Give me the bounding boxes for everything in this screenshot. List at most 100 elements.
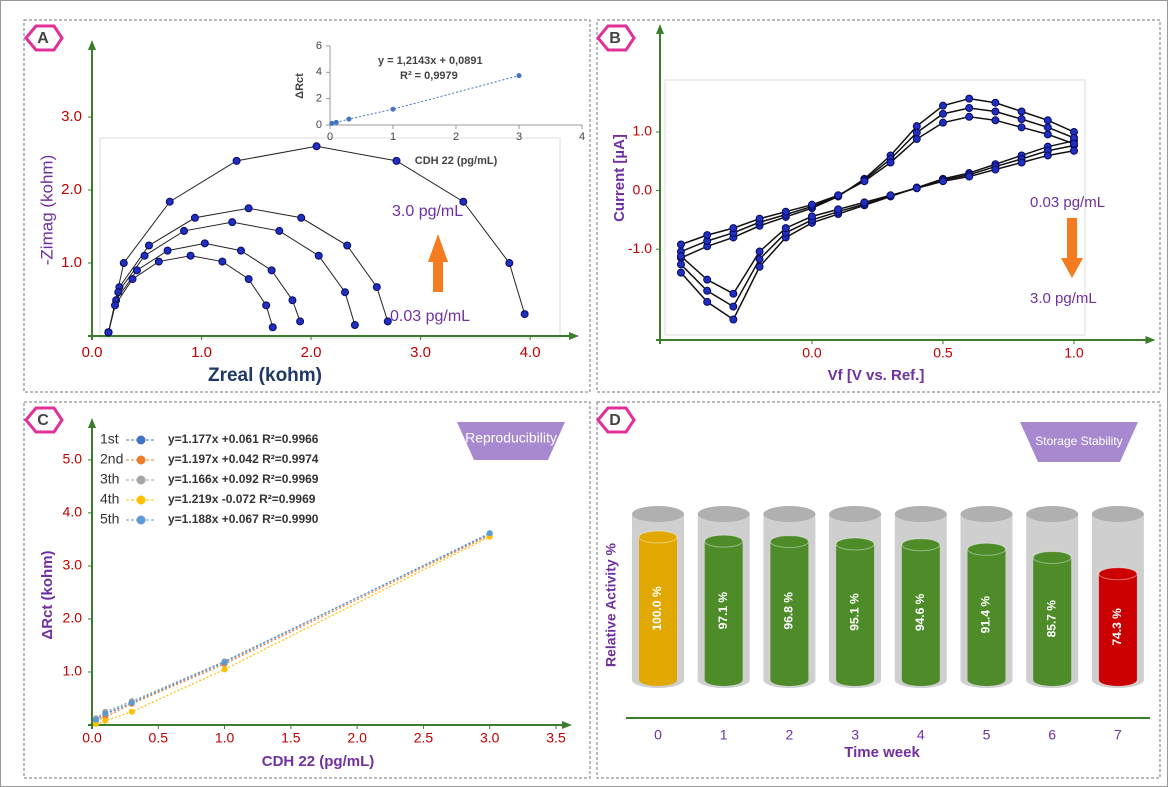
data-point: [1070, 140, 1077, 147]
y-tick-label: 3.0: [61, 108, 82, 125]
x-tick-label: 1: [720, 727, 728, 743]
value-label: 95.1 %: [847, 593, 861, 631]
data-point: [835, 206, 842, 213]
x-tick-label: 1: [390, 131, 396, 143]
x-tick-label: 2.0: [347, 730, 367, 746]
cylinder-back-top: [698, 506, 750, 522]
annotation: 0.03 pg/mL: [1030, 194, 1105, 211]
data-point: [1044, 152, 1051, 159]
x-tick-label: 3.0: [410, 344, 431, 361]
bar-bottom: [968, 674, 1006, 686]
data-point: [298, 214, 305, 221]
bar-top: [1099, 568, 1137, 580]
data-point: [782, 225, 789, 232]
data-point: [346, 117, 351, 122]
x-tick-label: 1.0: [1064, 345, 1084, 361]
data-point: [704, 287, 711, 294]
data-point: [1018, 159, 1025, 166]
tag-label: Storage Stability: [1035, 434, 1122, 448]
data-point: [233, 157, 240, 164]
x-tick-label: 2: [786, 727, 794, 743]
y-tick-label: 1.0: [633, 123, 653, 139]
data-point: [861, 199, 868, 206]
data-point: [808, 213, 815, 220]
data-point: [222, 666, 228, 672]
y-axis-title: ΔRct: [294, 73, 306, 99]
data-point: [992, 117, 999, 124]
data-point: [181, 227, 188, 234]
data-point: [329, 121, 334, 126]
y-tick-label: -1.0: [628, 240, 652, 256]
data-point: [334, 120, 339, 125]
equation: y=1.166x +0.092 R²=0.9969: [168, 472, 319, 486]
cylinder-back-top: [895, 506, 947, 522]
y-axis-title: ΔRct (kohm): [39, 550, 56, 639]
data-point: [730, 303, 737, 310]
bar-top: [770, 536, 808, 548]
panel-letter: A: [37, 30, 49, 47]
x-tick-label: 7: [1114, 727, 1122, 743]
data-point: [756, 248, 763, 255]
data-point: [704, 232, 711, 239]
y-tick-label: 4.0: [63, 504, 83, 520]
x-tick-label: 0: [654, 727, 662, 743]
data-point: [373, 284, 380, 291]
y-tick-label: 0.0: [633, 181, 653, 197]
x-tick-label: 4.0: [520, 344, 541, 361]
x-axis-title: Zreal (kohm): [208, 365, 322, 386]
data-point: [120, 260, 127, 267]
data-point: [1070, 147, 1077, 154]
annotation: 3.0 pg/mL: [1030, 290, 1097, 307]
data-point: [145, 242, 152, 249]
data-point: [289, 297, 296, 304]
y-axis-title: -Zimag (kohm): [37, 155, 56, 266]
x-tick-label: 2: [453, 131, 459, 143]
data-point: [129, 709, 135, 715]
bar-top: [639, 531, 677, 543]
data-point: [133, 267, 140, 274]
value-label: 97.1 %: [716, 592, 730, 630]
bar-top: [1033, 551, 1071, 563]
bar-bottom: [770, 674, 808, 686]
x-tick-label: 1.0: [191, 344, 212, 361]
data-point: [704, 298, 711, 305]
legend-label: 5th: [100, 511, 119, 527]
data-point: [105, 329, 112, 336]
x-axis-title: Vf [V vs. Ref.]: [828, 367, 925, 384]
bar-bottom: [639, 674, 677, 686]
data-point: [245, 276, 252, 283]
data-point: [269, 324, 276, 331]
annotation: 0.03 pg/mL: [390, 308, 470, 325]
bar-bottom: [1033, 674, 1071, 686]
data-point: [808, 201, 815, 208]
bar-top: [968, 543, 1006, 555]
x-tick-label: 1.0: [215, 730, 235, 746]
data-point: [93, 717, 99, 723]
data-point: [191, 214, 198, 221]
data-point: [201, 240, 208, 247]
data-point: [939, 178, 946, 185]
data-point: [102, 718, 108, 724]
cylinder-back-top: [632, 506, 684, 522]
data-point: [939, 119, 946, 126]
data-point: [1018, 108, 1025, 115]
data-point: [992, 166, 999, 173]
data-point: [677, 253, 684, 260]
legend-marker: [137, 476, 146, 485]
x-tick-label: 1.5: [281, 730, 301, 746]
legend-label: 3th: [100, 471, 119, 487]
data-point: [939, 102, 946, 109]
data-point: [966, 173, 973, 180]
data-point: [166, 198, 173, 205]
bar-top: [836, 538, 874, 550]
data-point: [141, 252, 148, 259]
y-axis-title: Current [µA]: [611, 134, 628, 222]
x-tick-label: 3: [516, 131, 522, 143]
y-tick-label: 2.0: [61, 181, 82, 198]
data-point: [129, 276, 136, 283]
page: {"chart_data": [ {"panel": "A", "type": …: [0, 0, 1168, 787]
data-point: [677, 269, 684, 276]
data-point: [913, 185, 920, 192]
panel-letter: B: [609, 30, 621, 47]
legend-marker: [137, 436, 146, 445]
